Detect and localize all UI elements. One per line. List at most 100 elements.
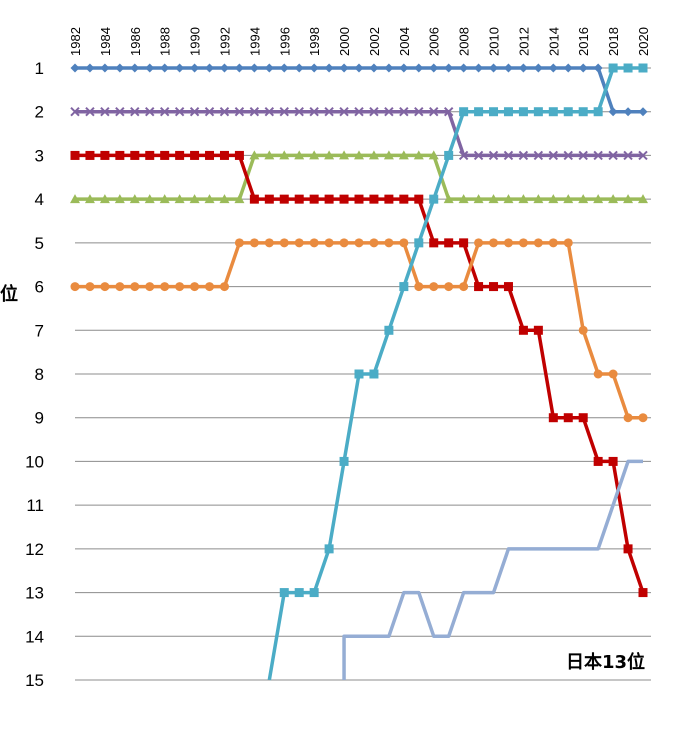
data-point bbox=[473, 194, 484, 204]
data-point bbox=[249, 150, 260, 160]
data-point bbox=[279, 238, 289, 248]
data-point bbox=[474, 238, 484, 248]
data-point bbox=[264, 63, 274, 73]
data-point bbox=[593, 63, 603, 73]
y-tick-label: 8 bbox=[35, 365, 44, 384]
y-tick-label: 10 bbox=[25, 452, 44, 471]
data-point bbox=[533, 194, 544, 204]
data-point bbox=[383, 150, 394, 160]
data-point bbox=[563, 238, 573, 248]
data-point bbox=[414, 238, 424, 248]
data-point bbox=[444, 282, 454, 292]
data-point bbox=[130, 107, 140, 117]
x-tick-label: 1998 bbox=[307, 27, 322, 56]
data-point bbox=[399, 238, 409, 248]
data-point bbox=[354, 194, 364, 204]
data-point bbox=[145, 107, 155, 117]
data-point bbox=[85, 63, 95, 73]
data-point bbox=[548, 63, 558, 73]
data-point bbox=[175, 150, 185, 160]
data-point bbox=[354, 369, 364, 379]
data-point bbox=[70, 107, 80, 117]
data-point bbox=[205, 282, 215, 292]
x-tick-label: 1994 bbox=[247, 27, 262, 56]
data-point bbox=[264, 238, 274, 248]
data-point bbox=[638, 413, 648, 423]
data-point bbox=[623, 150, 633, 161]
series-6 bbox=[267, 63, 648, 681]
data-point bbox=[159, 194, 170, 204]
data-point bbox=[84, 194, 95, 204]
data-point bbox=[578, 194, 589, 204]
data-point bbox=[279, 194, 289, 204]
data-point bbox=[204, 194, 215, 204]
data-point bbox=[578, 63, 588, 73]
series-7 bbox=[342, 459, 643, 680]
data-point bbox=[369, 369, 379, 379]
data-point bbox=[264, 194, 274, 204]
x-tick-label: 1986 bbox=[128, 27, 143, 56]
data-point bbox=[309, 588, 319, 598]
data-point bbox=[234, 194, 245, 204]
data-point bbox=[249, 238, 259, 248]
data-point bbox=[324, 63, 334, 73]
data-point bbox=[219, 150, 229, 160]
data-point bbox=[429, 107, 439, 117]
data-point bbox=[324, 150, 335, 160]
data-point bbox=[638, 63, 648, 73]
data-point bbox=[563, 194, 574, 204]
data-point bbox=[623, 63, 633, 73]
data-point bbox=[339, 63, 349, 73]
data-point bbox=[384, 63, 394, 73]
series-line bbox=[75, 109, 643, 158]
data-point bbox=[563, 107, 573, 117]
data-point bbox=[309, 150, 320, 160]
data-point bbox=[458, 194, 469, 204]
data-point bbox=[85, 107, 95, 117]
data-point bbox=[294, 150, 305, 160]
series-3 bbox=[70, 150, 648, 204]
data-point bbox=[503, 107, 513, 117]
x-tick-label: 1988 bbox=[158, 27, 173, 56]
data-point bbox=[548, 107, 558, 117]
data-point bbox=[608, 63, 618, 73]
data-point bbox=[638, 107, 648, 117]
data-point bbox=[533, 150, 544, 161]
y-tick-label: 2 bbox=[35, 103, 44, 122]
data-point bbox=[160, 282, 170, 292]
data-point bbox=[429, 194, 439, 204]
data-point bbox=[623, 194, 634, 204]
data-point bbox=[623, 107, 633, 117]
y-tick-label: 11 bbox=[26, 496, 44, 515]
x-tick-label: 2020 bbox=[636, 27, 651, 56]
data-point bbox=[518, 238, 528, 248]
data-point bbox=[294, 238, 304, 248]
data-point bbox=[70, 194, 80, 204]
data-point bbox=[413, 150, 424, 160]
data-point bbox=[503, 63, 513, 73]
data-point bbox=[518, 63, 528, 73]
y-tick-label: 5 bbox=[35, 234, 44, 253]
data-point bbox=[324, 544, 334, 554]
data-point bbox=[100, 282, 110, 292]
data-point bbox=[354, 63, 364, 73]
data-point bbox=[414, 63, 424, 73]
data-point bbox=[474, 63, 484, 73]
data-point bbox=[309, 107, 319, 117]
data-point bbox=[384, 325, 394, 335]
data-point bbox=[234, 63, 244, 73]
data-point bbox=[219, 63, 229, 73]
data-point bbox=[324, 238, 334, 248]
data-point bbox=[309, 63, 319, 73]
data-point bbox=[70, 150, 80, 160]
data-point bbox=[459, 238, 469, 248]
data-point bbox=[204, 107, 215, 117]
data-point bbox=[354, 107, 364, 117]
data-point bbox=[129, 194, 140, 204]
data-point bbox=[503, 194, 514, 204]
y-tick-label: 12 bbox=[25, 540, 44, 559]
data-point bbox=[503, 238, 513, 248]
data-point bbox=[100, 107, 110, 117]
data-point bbox=[145, 150, 155, 160]
